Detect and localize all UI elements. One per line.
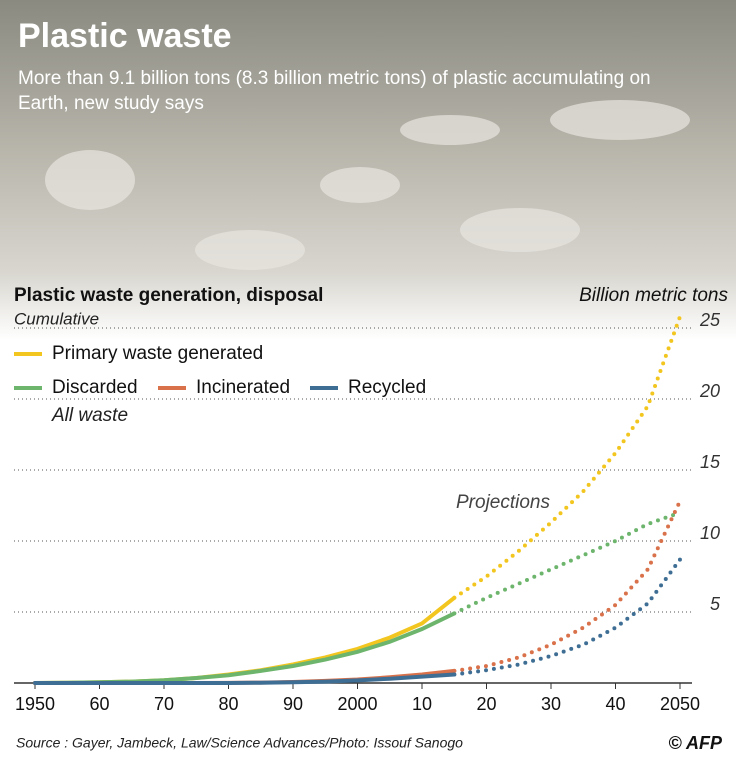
annotation: All waste	[51, 405, 128, 426]
legend-label: Incinerated	[196, 377, 290, 398]
subtitle: More than 9.1 billion tons (8.3 billion …	[18, 68, 651, 114]
projection-line	[452, 499, 682, 673]
x-tick-label: 2050	[660, 694, 700, 714]
y-axis-label: Billion metric tons	[579, 285, 728, 306]
annotation: Projections	[456, 492, 550, 513]
y-tick-label: 15	[700, 452, 721, 472]
title: Plastic waste	[18, 17, 232, 55]
data-line	[33, 672, 457, 685]
x-tick-label: 40	[605, 694, 625, 714]
x-tick-label: 10	[412, 694, 432, 714]
x-tick-label: 1950	[15, 694, 55, 714]
chart-title: Plastic waste generation, disposal	[14, 285, 323, 306]
x-tick-label: 30	[541, 694, 561, 714]
subtitle-box: More than 9.1 billion tons (8.3 billion …	[18, 68, 651, 114]
source: Source : Gayer, Jambeck, Law/Science Adv…	[16, 735, 463, 751]
y-tick-label: 5	[710, 594, 721, 614]
x-tick-label: 70	[154, 694, 174, 714]
chart-subtitle: Cumulative	[14, 309, 99, 328]
credit: © AFP	[668, 733, 723, 753]
legend-label: Discarded	[52, 377, 138, 398]
y-tick-label: 10	[700, 523, 720, 543]
x-tick-label: 80	[218, 694, 238, 714]
projection-line	[452, 510, 682, 616]
y-tick-label: 20	[699, 381, 720, 401]
y-tick-label: 25	[699, 310, 721, 330]
x-tick-label: 20	[476, 694, 496, 714]
legend-label: Primary waste generated	[52, 343, 263, 364]
x-tick-label: 90	[283, 694, 303, 714]
legend-label: Recycled	[348, 377, 426, 398]
x-tick-label: 60	[89, 694, 109, 714]
projection-line	[452, 314, 682, 600]
data-line	[33, 611, 457, 685]
photo-shapes	[45, 100, 690, 270]
x-tick-label: 2000	[337, 694, 377, 714]
